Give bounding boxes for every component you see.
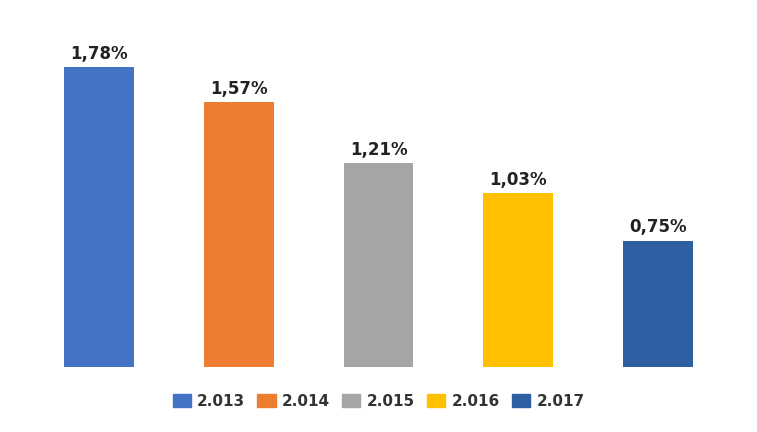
- Text: 1,03%: 1,03%: [490, 171, 547, 189]
- Bar: [204, 102, 274, 367]
- Text: 0,75%: 0,75%: [629, 219, 687, 236]
- Bar: [623, 241, 693, 367]
- Text: 1,78%: 1,78%: [70, 45, 128, 63]
- Bar: [344, 163, 413, 367]
- Bar: [64, 67, 134, 367]
- Bar: [483, 194, 553, 367]
- Text: 1,57%: 1,57%: [210, 80, 267, 98]
- Legend: 2.013, 2.014, 2.015, 2.016, 2.017: 2.013, 2.014, 2.015, 2.016, 2.017: [168, 389, 589, 413]
- Text: 1,21%: 1,21%: [350, 141, 407, 159]
